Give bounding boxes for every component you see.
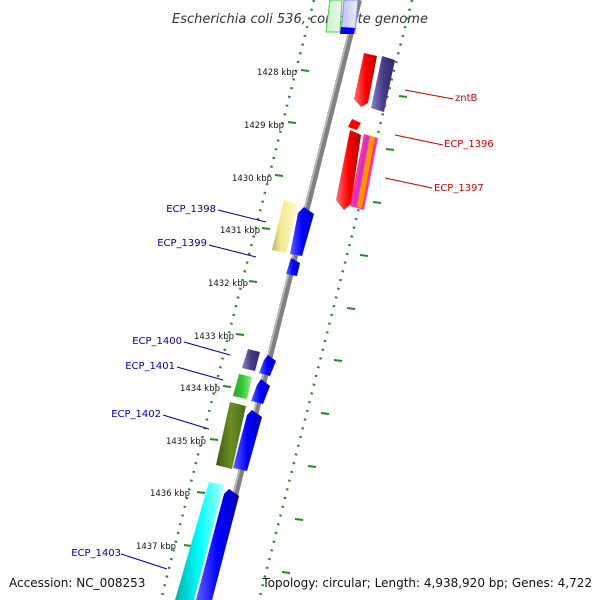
gene-feature <box>251 379 270 404</box>
tick-label: 1437 kbp <box>136 542 176 552</box>
leader-line <box>183 341 231 356</box>
gene-feature <box>290 207 314 256</box>
gene-feature <box>233 410 262 471</box>
tick-label: 1434 kbp <box>180 384 220 394</box>
gene-feature <box>348 119 361 130</box>
leader-line <box>120 553 168 570</box>
gene-feature <box>259 355 276 376</box>
tick-mark-outer <box>359 254 369 257</box>
gene-label[interactable]: ECP_1403 <box>71 548 121 559</box>
gene-feature <box>340 0 359 34</box>
gene-label[interactable]: ECP_1398 <box>166 204 216 215</box>
gene-label[interactable]: ECP_1397 <box>434 183 484 194</box>
tick-mark <box>222 385 232 388</box>
tick-label: 1435 kbp <box>166 437 206 447</box>
tick-mark <box>274 174 284 177</box>
gene-feature <box>325 0 343 33</box>
gene-label[interactable]: zntB <box>455 93 478 104</box>
leader-line <box>217 209 267 223</box>
gene-label[interactable]: ECP_1402 <box>111 409 161 420</box>
tick-label: 1431 kbp <box>220 226 260 236</box>
tick-mark <box>235 333 245 336</box>
gene-feature-ecp1399 <box>286 258 300 276</box>
tick-mark-outer <box>294 518 304 521</box>
tick-mark <box>300 69 310 72</box>
tick-label: 1429 kbp <box>244 121 284 131</box>
leader-line <box>384 177 433 189</box>
tick-mark-outer <box>372 201 382 204</box>
leader-line <box>404 89 454 100</box>
tick-mark <box>209 438 219 441</box>
gene-feature-ecp1396 <box>336 130 361 210</box>
tick-mark-outer <box>398 95 408 98</box>
gene-feature <box>196 489 239 600</box>
accession-text: Accession: NC_008253 <box>9 576 145 590</box>
gene-feature-stripe <box>353 135 369 206</box>
gene-label[interactable]: ECP_1396 <box>444 139 494 150</box>
tick-label: 1433 kbp <box>194 332 234 342</box>
tick-label: 1436 kbp <box>150 489 190 499</box>
tick-label: 1428 kbp <box>257 68 297 78</box>
gene-feature-zntb <box>354 53 377 107</box>
gene-feature-ecp1398 <box>272 200 298 253</box>
tick-mark-outer <box>346 307 356 310</box>
gene-feature-ecp1403 <box>175 482 224 600</box>
leader-line <box>162 414 210 430</box>
leader-line <box>394 134 444 146</box>
summary-text: Topology: circular; Length: 4,938,920 bp… <box>261 576 592 590</box>
tick-marks <box>183 69 408 574</box>
tick-mark <box>287 121 297 124</box>
tick-ring-inner <box>159 0 316 600</box>
gene-label[interactable]: ECP_1400 <box>132 336 182 347</box>
leader-line <box>208 244 257 258</box>
tick-label: 1432 kbp <box>208 279 248 289</box>
map-title: Escherichia coli 536, complete genome <box>172 12 428 27</box>
gene-feature-ecp1402 <box>216 402 246 469</box>
gene-feature-ecp1400 <box>242 349 260 371</box>
gene-label[interactable]: ECP_1399 <box>157 238 207 249</box>
tick-mark-outer <box>385 148 395 151</box>
gene-feature <box>371 56 395 112</box>
tick-mark <box>261 227 271 230</box>
leader-line <box>176 366 224 381</box>
tick-mark <box>196 491 206 494</box>
tick-mark <box>248 280 258 283</box>
tick-mark-outer <box>281 571 291 574</box>
tick-mark-outer <box>333 359 343 362</box>
tick-label: 1430 kbp <box>232 174 272 184</box>
gene-feature-ecp1401 <box>233 374 252 399</box>
gene-label[interactable]: ECP_1401 <box>125 361 175 372</box>
gene-feature-stripe <box>357 136 375 208</box>
tick-labels: 1428 kbp 1429 kbp 1430 kbp 1431 kbp 1432… <box>136 68 297 552</box>
tick-mark-outer <box>320 412 330 415</box>
tick-mark-outer <box>307 465 317 468</box>
gene-feature <box>340 27 355 34</box>
